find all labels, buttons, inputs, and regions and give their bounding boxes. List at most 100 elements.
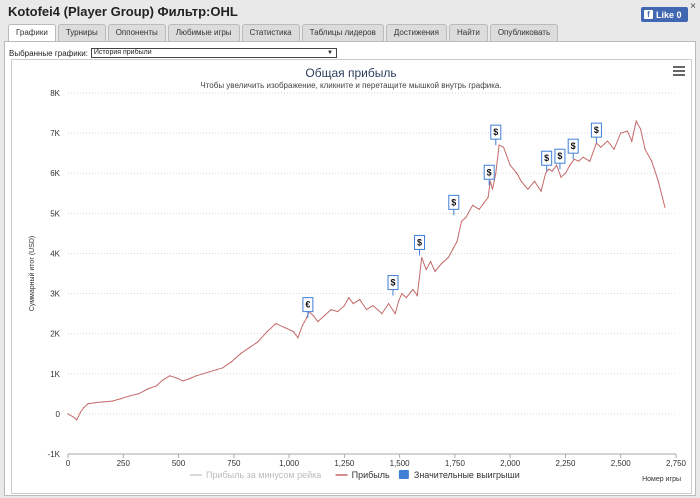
profit-data-point [545, 172, 547, 174]
tab-0[interactable]: Графики [8, 24, 56, 42]
profit-data-point [292, 331, 295, 333]
profit-data-point [208, 371, 211, 373]
big-win-marker: $ [590, 122, 602, 144]
hamburger-menu-icon[interactable] [673, 66, 685, 76]
tab-6[interactable]: Достижения [385, 24, 447, 41]
marker-flag [541, 150, 553, 166]
tab-8[interactable]: Опубликовать [489, 24, 559, 41]
profit-data-point [626, 130, 629, 132]
chart-selector-row: Выбранные графики: История прибыли ▼ [9, 48, 337, 58]
profit-data-point [388, 303, 390, 305]
chart-subtitle: Чтобы увеличить изображение, кликните и … [200, 81, 501, 90]
profit-data-point [175, 377, 177, 379]
tab-bar: Графики Турниры Оппоненты Любимые игры Стати… [8, 24, 559, 42]
tab-3[interactable]: Любимые игры [167, 24, 240, 41]
profit-data-point [162, 379, 164, 381]
profit-data-point [540, 190, 542, 192]
profit-data-point [430, 260, 432, 263]
marker-symbol: $ [451, 197, 456, 207]
profit-data-point [79, 412, 81, 414]
marker-symbol: € [305, 300, 310, 310]
profit-data-point [76, 419, 78, 421]
profit-data-point [222, 367, 224, 369]
marker-symbol: $ [390, 278, 395, 288]
x-tick-label: 1,250 [334, 459, 355, 468]
y-tick-label: -1K [48, 450, 61, 459]
profit-data-point [82, 407, 85, 409]
chart-selector-label: Выбранные графики: [9, 48, 88, 58]
big-win-marker: $ [483, 164, 495, 186]
facebook-like-button[interactable]: f Like 0 [641, 7, 688, 22]
profit-data-point [111, 400, 113, 402]
y-tick-label: 4K [50, 249, 60, 258]
profit-data-point [67, 413, 69, 415]
content-panel: Выбранные графики: История прибыли ▼ Общ… [4, 41, 696, 496]
profit-data-point [495, 172, 497, 174]
y-tick-label: 7K [50, 129, 60, 138]
chart-select[interactable]: История прибыли ▼ [90, 48, 337, 58]
close-icon[interactable]: × [690, 1, 696, 12]
x-tick-label: 2,000 [500, 459, 521, 468]
profit-data-point [397, 301, 400, 303]
tab-4[interactable]: Статистика [241, 24, 300, 41]
profit-data-point [365, 309, 368, 311]
profit-data-point [527, 188, 529, 190]
profit-data-point [635, 120, 637, 122]
marker-flag [554, 148, 566, 164]
chart-container[interactable]: Общая прибыль Чтобы увеличить изображение… [11, 59, 692, 494]
profit-data-point [651, 160, 653, 162]
profit-data-point [640, 128, 642, 130]
profit-data-point [421, 256, 423, 259]
profit-data-point [405, 297, 407, 299]
profit-data-point [182, 380, 184, 382]
profit-data-point [447, 256, 449, 259]
chart-legend: Прибыль за минусом рейка Прибыль Значитель… [190, 470, 520, 480]
profit-data-point [337, 311, 339, 313]
profit-data-point [239, 353, 242, 355]
profit-data-point [330, 309, 332, 311]
x-tick-label: 0 [66, 459, 71, 468]
profit-data-point [589, 160, 591, 162]
profit-data-point [394, 313, 396, 315]
marker-symbol: $ [544, 153, 549, 163]
profit-data-point [189, 378, 191, 380]
profit-data-point [613, 148, 615, 150]
profit-data-point [93, 402, 96, 404]
profit-data-point [556, 164, 558, 166]
profit-data-point [578, 160, 580, 162]
facebook-icon: f [644, 10, 653, 19]
y-axis-label: Суммарный итог (USD) [28, 236, 36, 312]
profit-data-point [664, 206, 666, 208]
profit-data-point [520, 180, 522, 182]
y-tick-label: 8K [50, 89, 60, 98]
big-win-marker: $ [490, 124, 502, 146]
profit-data-point [498, 144, 500, 146]
profit-data-point [231, 361, 233, 363]
profit-data-point [491, 188, 494, 190]
profit-data-point [312, 315, 314, 317]
profit-data-point [284, 327, 286, 329]
profit-data-point [297, 337, 299, 339]
profit-data-point [425, 268, 427, 271]
tab-5[interactable]: Таблицы лидеров [301, 24, 384, 41]
big-win-marker: $ [567, 138, 579, 160]
profit-data-point [472, 204, 474, 206]
marker-symbol: $ [487, 167, 492, 177]
profit-data-point [606, 140, 609, 142]
profit-data-point [620, 132, 622, 134]
x-tick-label: 2,500 [611, 459, 632, 468]
y-tick-label: 2K [50, 330, 60, 339]
legend-label-1: Прибыль [352, 470, 390, 480]
title-bar: Kotofei4 (Player Group) Фильтр:OHL f Lik… [0, 0, 700, 24]
chart-select-value: История прибыли [93, 49, 152, 56]
tab-1[interactable]: Турниры [57, 24, 106, 41]
tab-2[interactable]: Оппоненты [107, 24, 166, 41]
profit-data-point [569, 164, 571, 166]
profit-data-point [343, 305, 345, 307]
tab-7[interactable]: Найти [448, 24, 488, 41]
legend-label-2: Значительные выигрыши [414, 470, 520, 480]
y-tick-label: 5K [50, 209, 60, 218]
profit-data-point [416, 295, 418, 297]
